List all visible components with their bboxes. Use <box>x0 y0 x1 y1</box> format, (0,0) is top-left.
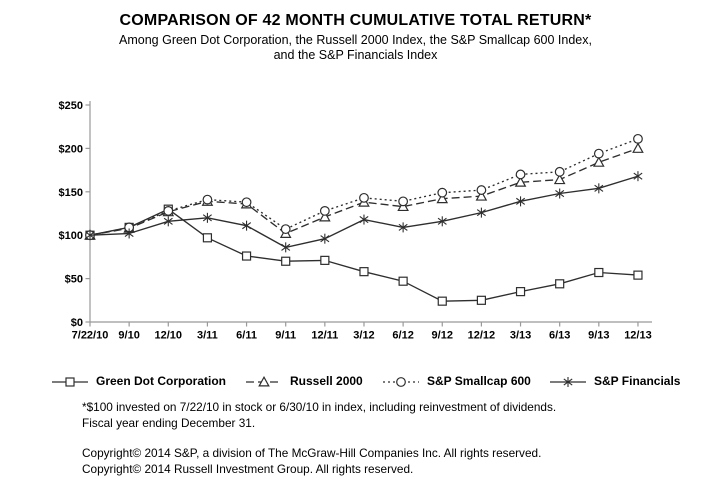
legend-sample-square-solid-icon <box>52 377 88 387</box>
copyright-block: Copyright© 2014 S&P, a division of The M… <box>82 446 541 477</box>
svg-text:9/13: 9/13 <box>588 330 609 342</box>
legend-sample-circle-dotted-icon <box>383 377 419 387</box>
copyright-line2: Copyright© 2014 Russell Investment Group… <box>82 461 414 476</box>
svg-text:12/12: 12/12 <box>468 330 496 342</box>
chart-subtitle-line2: and the S&P Financials Index <box>273 48 438 62</box>
svg-text:12/11: 12/11 <box>311 330 338 342</box>
legend-item-russell-2000: Russell 2000 <box>245 372 363 390</box>
legend-item-sp-smallcap-600: S&P Smallcap 600 <box>382 372 531 390</box>
svg-text:12/10: 12/10 <box>155 330 183 342</box>
svg-text:9/11: 9/11 <box>275 330 296 342</box>
chart-legend: Green Dot Corporation Russell 2000 S&P S… <box>0 372 711 390</box>
svg-text:9/12: 9/12 <box>432 330 453 342</box>
footnote-block: *$100 invested on 7/22/10 in stock or 6/… <box>82 400 556 431</box>
svg-text:7/22/10: 7/22/10 <box>72 330 109 342</box>
svg-text:$0: $0 <box>71 317 83 329</box>
legend-item-sp-financials: S&P Financials <box>549 372 680 390</box>
svg-text:3/12: 3/12 <box>353 330 374 342</box>
legend-sample-triangle-dashed-icon <box>246 375 282 387</box>
chart-subtitle: Among Green Dot Corporation, the Russell… <box>0 33 711 63</box>
legend-label: Russell 2000 <box>290 374 363 388</box>
footnote-line1: *$100 invested on 7/22/10 in stock or 6/… <box>82 400 557 414</box>
legend-label: Green Dot Corporation <box>96 374 227 388</box>
svg-text:$200: $200 <box>59 143 83 155</box>
legend-item-green-dot: Green Dot Corporation <box>51 372 226 390</box>
svg-text:9/10: 9/10 <box>118 330 139 342</box>
legend-label: S&P Smallcap 600 <box>427 374 531 388</box>
svg-text:12/13: 12/13 <box>624 330 652 342</box>
svg-text:$100: $100 <box>59 230 83 242</box>
svg-text:6/11: 6/11 <box>236 330 257 342</box>
svg-text:$150: $150 <box>59 187 83 199</box>
svg-text:6/12: 6/12 <box>392 330 413 342</box>
footnote-line2: Fiscal year ending December 31. <box>82 415 256 430</box>
line-chart-svg: $250 $200 $150 $100 $50 $07/22/10 9/10 12/10 3/1… <box>59 100 652 342</box>
legend-sample-asterisk-solid-icon <box>550 377 586 387</box>
svg-text:3/11: 3/11 <box>197 330 218 342</box>
copyright-line1: Copyright© 2014 S&P, a division of The M… <box>82 446 542 460</box>
svg-text:$250: $250 <box>59 100 83 112</box>
svg-text:3/13: 3/13 <box>510 330 531 342</box>
line-chart-area: $250 $200 $150 $100 $50 $0 7/22/10 9/10 12/10 3/1… <box>0 95 711 350</box>
svg-text:6/13: 6/13 <box>549 330 570 342</box>
legend-label: S&P Financials <box>594 374 681 388</box>
svg-text:$50: $50 <box>65 274 83 286</box>
chart-subtitle-line1: Among Green Dot Corporation, the Russell… <box>119 33 592 47</box>
chart-title: COMPARISON OF 42 MONTH CUMULATIVE TOTAL … <box>119 12 592 29</box>
